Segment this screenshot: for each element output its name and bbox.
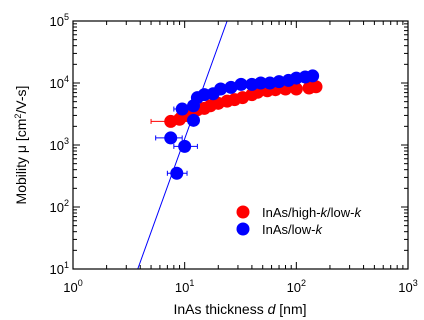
tick-base: 10 (50, 138, 64, 153)
data-point (178, 139, 192, 153)
legend-label-part: InAs/high- (262, 205, 321, 220)
x-axis-title: InAs thickness d [nm] (173, 301, 306, 317)
tick-base: 10 (50, 76, 64, 91)
y-axis-title-part: 2 (13, 114, 23, 119)
tick-base: 10 (50, 262, 64, 277)
data-point (234, 77, 248, 91)
series-1 (155, 69, 320, 180)
data-point (254, 76, 268, 90)
data-point (214, 82, 228, 96)
tick-base: 10 (63, 280, 77, 295)
legend-label-part: k (321, 205, 329, 220)
x-tick-label: 102 (287, 278, 306, 295)
y-tick-label: 102 (50, 198, 69, 215)
data-point (187, 113, 201, 127)
y-tick-label: 105 (50, 12, 69, 29)
x-tick-label: 103 (398, 278, 417, 295)
y-tick-label: 103 (50, 136, 69, 153)
axis-ticks (73, 21, 408, 269)
x-axis-title-part: [nm] (275, 301, 306, 317)
tick-exponent: 4 (64, 74, 69, 84)
legend-label-part: k (315, 222, 323, 237)
tick-exponent: 3 (64, 136, 69, 146)
legend-label: InAs/high-k/low-k (262, 205, 363, 220)
data-point (224, 80, 238, 94)
tick-base: 10 (287, 280, 301, 295)
x-tick-label: 101 (175, 278, 194, 295)
legend-label-part: k (355, 205, 363, 220)
data-point (289, 82, 303, 96)
data-point (309, 80, 323, 94)
plot-area (137, 21, 323, 269)
x-axis-title-part: d (268, 301, 277, 317)
legend-label-part: InAs/low- (262, 222, 315, 237)
y-axis-title-part: /V-s] (13, 86, 29, 114)
y-tick-label: 101 (50, 260, 69, 277)
tick-exponent: 3 (413, 278, 418, 288)
y-axis-title-part: Mobility μ [cm (13, 119, 29, 205)
legend-label: InAs/low-k (262, 222, 323, 237)
data-point (306, 69, 320, 83)
tick-exponent: 1 (64, 260, 69, 270)
tick-base: 10 (50, 200, 64, 215)
data-point (164, 131, 178, 145)
tick-exponent: 0 (78, 278, 83, 288)
tick-exponent: 1 (189, 278, 194, 288)
tick-base: 10 (175, 280, 189, 295)
data-point (175, 102, 189, 116)
legend-marker (236, 205, 250, 219)
y-tick-label: 104 (50, 74, 69, 91)
x-axis-title-part: InAs thickness (173, 301, 267, 317)
legend-label-part: /low- (327, 205, 354, 220)
tick-exponent: 2 (301, 278, 306, 288)
y-axis-title: Mobility μ [cm2/V-s] (13, 86, 29, 205)
data-point (170, 166, 184, 180)
tick-base: 10 (398, 280, 412, 295)
tick-exponent: 2 (64, 198, 69, 208)
legend-marker (236, 222, 250, 236)
tick-base: 10 (50, 14, 64, 29)
tick-exponent: 5 (64, 12, 69, 22)
x-tick-label: 100 (63, 278, 82, 295)
